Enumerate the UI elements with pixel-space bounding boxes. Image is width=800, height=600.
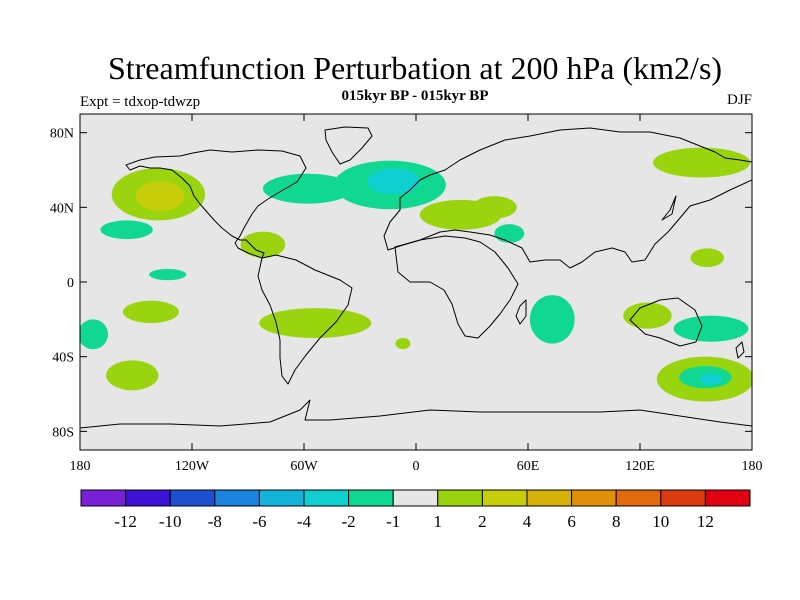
colorbar-swatch-1 bbox=[125, 489, 171, 507]
y-tick-label-3: 40S bbox=[52, 351, 74, 366]
colorbar-swatch-13 bbox=[660, 489, 706, 507]
anomaly-region-17 bbox=[653, 147, 751, 178]
coastline-australia bbox=[629, 297, 703, 347]
colorbar-swatch-6 bbox=[348, 489, 394, 507]
colorbar-label-11: 8 bbox=[612, 512, 621, 531]
colorbar: -12 -10 -8 -6 -4 -2 -1 1 2 4 6 8 10 12 bbox=[80, 489, 751, 531]
map-axes: 180 120W 60W 0 60E 120E 180 80N 40N 0 40S 80S bbox=[50, 114, 763, 474]
anomaly-region-8 bbox=[259, 308, 372, 339]
colorbar-label-10: 6 bbox=[567, 512, 576, 531]
x-tick-label-3: 0 bbox=[413, 459, 420, 474]
anomaly-region-9 bbox=[262, 173, 353, 204]
y-tick-label-0: 80N bbox=[50, 127, 74, 142]
season-label: DJF bbox=[726, 92, 752, 108]
x-tick-label-1: 120W bbox=[175, 459, 210, 474]
x-tick-label-6: 180 bbox=[742, 459, 763, 474]
coastline-africa bbox=[394, 235, 519, 339]
coastline-greenland bbox=[324, 126, 373, 165]
colorbar-label-9: 4 bbox=[523, 512, 532, 531]
colorbar-swatch-2 bbox=[169, 489, 216, 507]
colorbar-swatch-10 bbox=[526, 489, 573, 507]
anomaly-region-14 bbox=[472, 196, 517, 219]
colorbar-swatch-9 bbox=[481, 489, 528, 507]
map-subtitle: 015kyr BP - 015kyr BP bbox=[341, 88, 489, 104]
x-tick-label-0: 180 bbox=[70, 459, 91, 474]
coastline-madagascar bbox=[515, 299, 527, 325]
anomaly-layer bbox=[80, 147, 752, 402]
coastline-new-zealand bbox=[735, 341, 745, 359]
anomaly-region-18 bbox=[690, 248, 724, 268]
anomaly-region-11 bbox=[367, 168, 420, 195]
anomaly-region-19 bbox=[623, 302, 672, 329]
colorbar-swatch-5 bbox=[303, 489, 350, 507]
anomaly-region-23 bbox=[699, 373, 723, 385]
coastline-eurasia bbox=[383, 127, 752, 269]
anomaly-region-7 bbox=[240, 231, 286, 258]
anomaly-region-20 bbox=[673, 315, 749, 342]
anomaly-region-4 bbox=[122, 300, 179, 324]
anomaly-region-15 bbox=[494, 224, 525, 243]
anomaly-region-5 bbox=[80, 319, 108, 350]
colorbar-swatch-0 bbox=[80, 489, 127, 507]
colorbar-swatch-12 bbox=[615, 489, 662, 507]
colorbar-swatch-7 bbox=[392, 489, 439, 507]
anomaly-region-6 bbox=[106, 360, 159, 391]
x-tick-label-2: 60W bbox=[290, 459, 318, 474]
colorbar-label-6: -1 bbox=[386, 512, 400, 531]
coastline-north-america bbox=[125, 149, 307, 259]
x-tick-label-4: 60E bbox=[517, 459, 540, 474]
colorbar-label-7: 1 bbox=[434, 512, 443, 531]
anomaly-region-3 bbox=[149, 268, 187, 281]
experiment-label: Expt = tdxop-tdwzp bbox=[80, 94, 201, 110]
coastline-antarctica bbox=[80, 399, 752, 429]
coastlines bbox=[80, 126, 752, 429]
colorbar-label-4: -4 bbox=[297, 512, 312, 531]
colorbar-label-2: -8 bbox=[208, 512, 222, 531]
y-tick-label-2: 0 bbox=[67, 276, 74, 291]
anomaly-region-2 bbox=[100, 220, 153, 240]
colorbar-label-5: -2 bbox=[342, 512, 356, 531]
coastline-japan bbox=[661, 195, 677, 221]
colorbar-swatch-11 bbox=[571, 489, 617, 507]
y-tick-label-1: 40N bbox=[50, 201, 74, 216]
colorbar-label-8: 2 bbox=[478, 512, 487, 531]
colorbar-label-3: -6 bbox=[252, 512, 266, 531]
colorbar-label-0: -12 bbox=[114, 512, 137, 531]
anomaly-region-1 bbox=[136, 181, 185, 212]
colorbar-swatch-3 bbox=[214, 489, 260, 507]
x-tick-label-5: 120E bbox=[625, 459, 655, 474]
colorbar-swatch-4 bbox=[258, 489, 305, 507]
y-tick-label-4: 80S bbox=[52, 425, 74, 440]
colorbar-swatch-8 bbox=[437, 489, 483, 507]
map-title: Streamfunction Perturbation at 200 hPa (… bbox=[107, 50, 723, 86]
anomaly-region-16 bbox=[529, 295, 575, 344]
colorbar-label-1: -10 bbox=[159, 512, 182, 531]
anomaly-region-12 bbox=[395, 338, 411, 350]
coastline-south-america bbox=[257, 254, 353, 385]
colorbar-swatch-14 bbox=[704, 489, 751, 507]
colorbar-label-12: 10 bbox=[652, 512, 669, 531]
colorbar-label-13: 12 bbox=[697, 512, 714, 531]
